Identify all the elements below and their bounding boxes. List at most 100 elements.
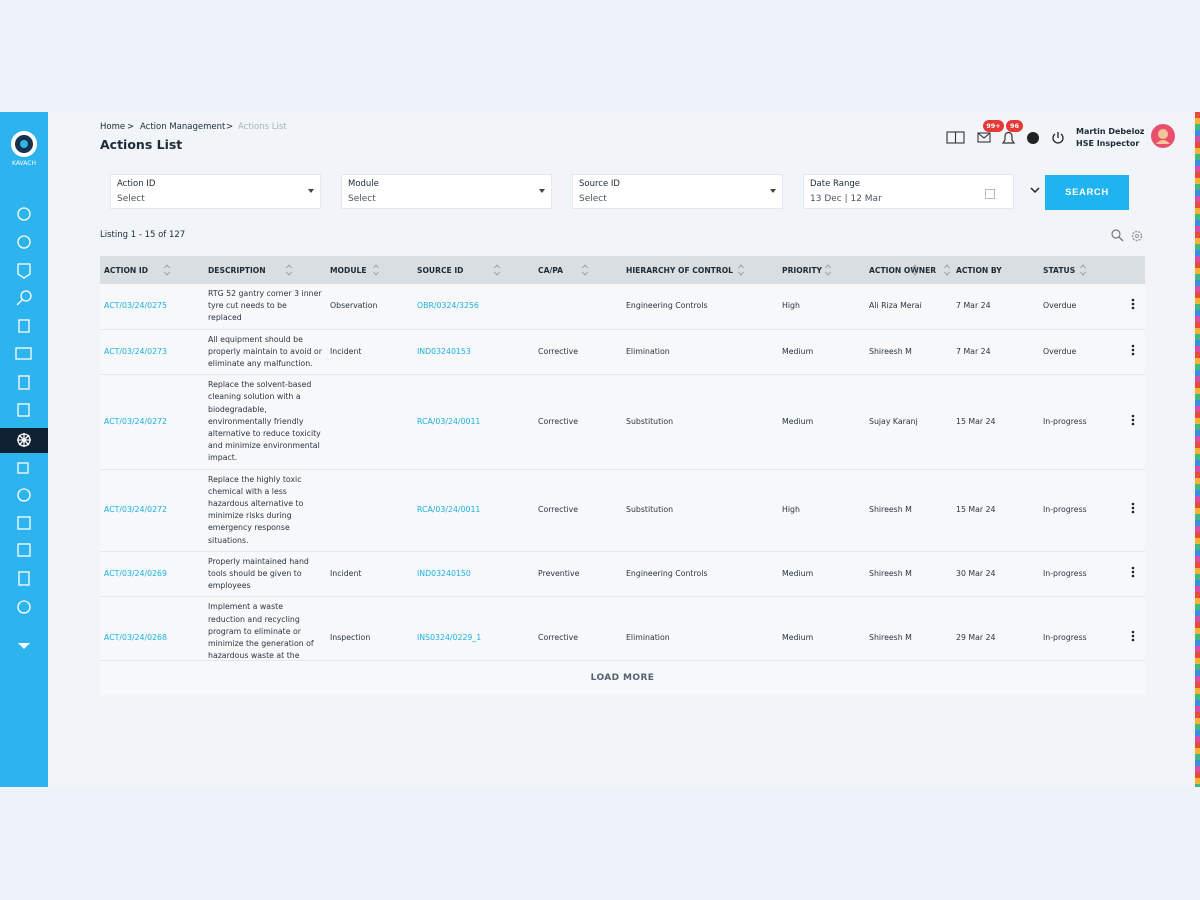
- table-cell: Corrective: [534, 596, 622, 660]
- table-cell: Shireesh M: [865, 596, 952, 660]
- table-row[interactable]: ACT/03/24/0273 All equipment should be pr…: [100, 329, 1145, 376]
- expand-filters[interactable]: [1029, 185, 1041, 195]
- column-title: STATUS: [1043, 265, 1076, 275]
- table-cell: 15 Mar 24: [952, 469, 1039, 552]
- table-cell[interactable]: ACT/03/24/0275: [100, 284, 204, 330]
- row-menu[interactable]: [1120, 374, 1145, 470]
- table-cell[interactable]: IND03240150: [413, 551, 534, 598]
- column-title: HIERARCHY OF CONTROL: [626, 265, 734, 275]
- logout-icon[interactable]: [1052, 132, 1064, 144]
- sidebar: KAVACH: [0, 112, 48, 787]
- table-cell: [534, 284, 622, 330]
- column-title: SOURCE ID: [417, 265, 464, 275]
- calendar-icon: [985, 189, 995, 199]
- table-row[interactable]: ACT/03/24/0272 Replace the highly toxic c…: [100, 469, 1145, 552]
- listing-count: Listing 1 - 15 of 127: [100, 230, 186, 240]
- row-menu[interactable]: [1120, 551, 1145, 598]
- breadcrumb-link[interactable]: Home: [100, 122, 126, 132]
- description-cell: Implement a waste reduction and recyclin…: [204, 596, 326, 660]
- column-header[interactable]: MODULE: [326, 256, 413, 284]
- table-cell: Inspection: [326, 596, 413, 660]
- sort-icon: [286, 264, 292, 276]
- filter-field[interactable]: Source ID Select: [572, 174, 783, 209]
- sort-icon: [738, 264, 744, 276]
- table-cell: Ali Riza Merai: [865, 284, 952, 330]
- table-cell[interactable]: RCA/03/24/0011: [413, 374, 534, 470]
- dropdown-caret: [539, 189, 545, 193]
- column-header[interactable]: ACTION OWNER: [865, 256, 952, 284]
- header-icons: [946, 131, 1064, 144]
- row-menu[interactable]: [1120, 329, 1145, 376]
- column-header[interactable]: HIERARCHY OF CONTROL: [622, 256, 778, 284]
- table-body: ACT/03/24/0275 RTG 52 gantry corner 3 inn…: [100, 284, 1145, 660]
- filter-field[interactable]: Date Range 13 Dec | 12 Mar: [803, 174, 1014, 209]
- search-button[interactable]: SEARCH: [1045, 175, 1129, 210]
- table-cell: Corrective: [534, 469, 622, 552]
- column-header[interactable]: ACTION BY: [944, 256, 1039, 284]
- table-row[interactable]: ACT/03/24/0269 Properly maintained hand t…: [100, 551, 1145, 598]
- table-cell[interactable]: OBR/0324/3256: [413, 284, 534, 330]
- avatar[interactable]: [1151, 124, 1177, 150]
- help-icon[interactable]: [1027, 132, 1039, 144]
- description-cell: RTG 52 gantry corner 3 inner tyre cut ne…: [204, 284, 326, 330]
- column-header[interactable]: STATUS: [1039, 256, 1120, 284]
- sort-icon: [825, 264, 831, 276]
- actions-table: ACTION ID DESCRIPTION MODULE SOURCE ID CA/PA…: [100, 256, 1145, 660]
- table-cell[interactable]: ACT/03/24/0269: [100, 551, 204, 598]
- table-cell: Incident: [326, 551, 413, 598]
- table-cell[interactable]: ACT/03/24/0272: [100, 469, 204, 552]
- filter-field[interactable]: Action ID Select: [110, 174, 321, 209]
- table-cell: In-progress: [1039, 469, 1120, 552]
- bell-icon[interactable]: [1001, 131, 1016, 144]
- row-menu[interactable]: [1120, 284, 1145, 330]
- table-cell: Overdue: [1039, 329, 1120, 376]
- table-cell[interactable]: INS0324/0229_1: [413, 596, 534, 660]
- filter-field[interactable]: Module Select: [341, 174, 552, 209]
- table-cell[interactable]: IND03240153: [413, 329, 534, 376]
- load-more[interactable]: LOAD MORE: [100, 660, 1145, 695]
- column-title: CA/PA: [538, 265, 563, 275]
- table-cell[interactable]: RCA/03/24/0011: [413, 469, 534, 552]
- table-row[interactable]: ACT/03/24/0272 Replace the solvent-based …: [100, 374, 1145, 470]
- table-row[interactable]: ACT/03/24/0275 RTG 52 gantry corner 3 inn…: [100, 284, 1145, 330]
- table-cell: Incident: [326, 329, 413, 376]
- table-cell[interactable]: ACT/03/24/0268: [100, 596, 204, 660]
- filter-label: Date Range: [810, 179, 860, 189]
- sort-icon: [1080, 264, 1086, 276]
- sidebar-icons: [0, 131, 48, 649]
- dropdown-caret: [770, 189, 776, 193]
- row-menu[interactable]: [1120, 469, 1145, 552]
- column-header[interactable]: DESCRIPTION: [204, 256, 326, 284]
- table-cell: [326, 374, 413, 470]
- table-cell[interactable]: ACT/03/24/0272: [100, 374, 204, 470]
- row-menu[interactable]: [1120, 596, 1145, 660]
- column-header[interactable]: CA/PA: [534, 256, 622, 284]
- sort-icon: [494, 264, 500, 276]
- table-cell: In-progress: [1039, 374, 1120, 470]
- description-cell: Properly maintained hand tools should be…: [204, 551, 326, 598]
- user-role: HSE Inspector: [1076, 139, 1140, 148]
- table-cell: In-progress: [1039, 551, 1120, 598]
- table-header: ACTION ID DESCRIPTION MODULE SOURCE ID CA/PA…: [100, 256, 1145, 284]
- table-row[interactable]: ACT/03/24/0268 Implement a waste reductio…: [100, 596, 1145, 660]
- table-tools[interactable]: [1110, 228, 1146, 244]
- table-cell: 29 Mar 24: [952, 596, 1039, 660]
- table-cell: Observation: [326, 284, 413, 330]
- table-cell: 15 Mar 24: [952, 374, 1039, 470]
- column-header[interactable]: SOURCE ID: [413, 256, 534, 284]
- logo-text: KAVACH: [12, 160, 36, 167]
- table-cell: Substitution: [622, 374, 778, 470]
- breadcrumb-link[interactable]: Action Management: [140, 122, 226, 132]
- description-cell: Replace the highly toxic chemical with a…: [204, 469, 326, 552]
- sort-icon: [944, 264, 950, 276]
- table-cell: Engineering Controls: [622, 284, 778, 330]
- table-cell: Corrective: [534, 329, 622, 376]
- table-cell[interactable]: ACT/03/24/0273: [100, 329, 204, 376]
- filter-label: Action ID: [117, 179, 156, 189]
- filter-value: Select: [579, 194, 607, 204]
- table-cell: Engineering Controls: [622, 551, 778, 598]
- table-cell: 30 Mar 24: [952, 551, 1039, 598]
- column-header[interactable]: PRIORITY: [778, 256, 865, 284]
- column-header[interactable]: ACTION ID: [100, 256, 204, 284]
